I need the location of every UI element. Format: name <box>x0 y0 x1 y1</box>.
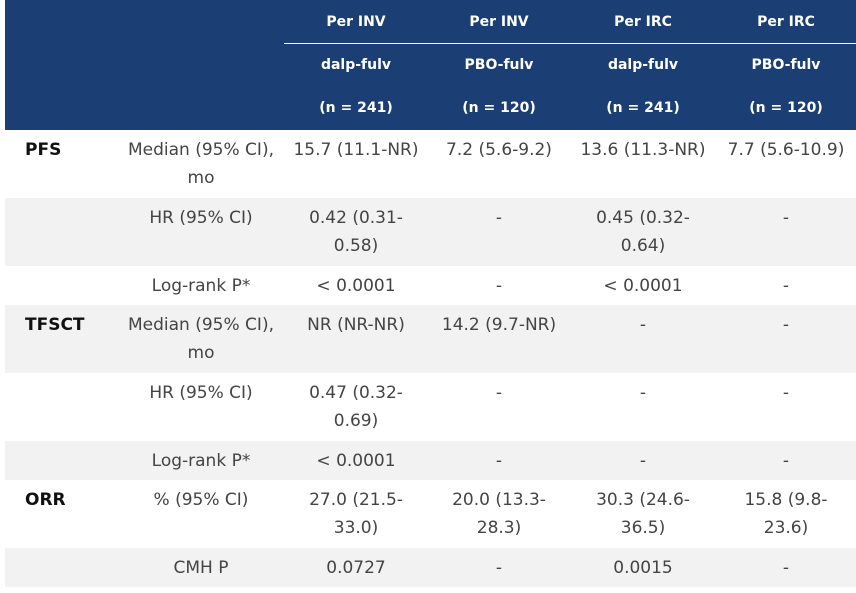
row-group-label: PFS <box>5 130 118 198</box>
table-cell: - <box>428 441 570 480</box>
table-cell: 15.8 (9.8-23.6) <box>716 480 856 548</box>
header-arm-irc-pbo: PBO-fulv <box>716 43 856 85</box>
table-cell: - <box>428 266 570 305</box>
table-row: ORR % (95% CI) 27.0 (21.5-33.0) 20.0 (13… <box>5 480 856 548</box>
table-cell: 0.42 (0.31-0.58) <box>284 198 428 266</box>
header-corner-cell <box>5 85 118 130</box>
header-source-inv-dalp: Per INV <box>284 0 428 44</box>
table-cell: 7.2 (5.6-9.2) <box>428 130 570 198</box>
table-cell: - <box>716 441 856 480</box>
header-n-irc-dalp: (n = 241) <box>570 85 716 130</box>
table-cell: 0.47 (0.32-0.69) <box>284 373 428 441</box>
table-cell: 0.45 (0.32-0.64) <box>570 198 716 266</box>
row-group-label <box>5 548 118 587</box>
table-row: PFS Median (95% CI), mo 15.7 (11.1-NR) 7… <box>5 130 856 198</box>
table-cell: < 0.0001 <box>284 441 428 480</box>
table-header: Per INV Per INV Per IRC Per IRC dalp-ful… <box>5 0 856 130</box>
table-cell: - <box>428 373 570 441</box>
row-metric-label: % (95% CI) <box>118 480 284 548</box>
table-row: Log-rank P* < 0.0001 - - - <box>5 441 856 480</box>
table-cell: - <box>716 373 856 441</box>
row-metric-label: HR (95% CI) <box>118 198 284 266</box>
table-row: Log-rank P* < 0.0001 - < 0.0001 - <box>5 266 856 305</box>
row-metric-label: Log-rank P* <box>118 441 284 480</box>
table-cell: - <box>716 266 856 305</box>
table-row: HR (95% CI) 0.47 (0.32-0.69) - - - <box>5 373 856 441</box>
header-arm-irc-dalp: dalp-fulv <box>570 43 716 85</box>
table-cell: - <box>570 441 716 480</box>
header-source-irc-pbo: Per IRC <box>716 0 856 44</box>
row-group-label: TFSCT <box>5 305 118 373</box>
table-cell: 14.2 (9.7-NR) <box>428 305 570 373</box>
header-n-inv-pbo: (n = 120) <box>428 85 570 130</box>
header-source-irc-dalp: Per IRC <box>570 0 716 44</box>
table-cell: - <box>716 305 856 373</box>
header-arm-inv-dalp: dalp-fulv <box>284 43 428 85</box>
header-source-inv-pbo: Per INV <box>428 0 570 44</box>
table-cell: 7.7 (5.6-10.9) <box>716 130 856 198</box>
header-n-inv-dalp: (n = 241) <box>284 85 428 130</box>
table-body: PFS Median (95% CI), mo 15.7 (11.1-NR) 7… <box>5 130 856 587</box>
table-cell: - <box>570 373 716 441</box>
row-metric-label: CMH P <box>118 548 284 587</box>
row-metric-label: HR (95% CI) <box>118 373 284 441</box>
header-corner-cell <box>5 0 118 44</box>
header-label-cell <box>118 0 284 44</box>
row-metric-label: Median (95% CI), mo <box>118 130 284 198</box>
table-cell: < 0.0001 <box>284 266 428 305</box>
header-label-cell <box>118 85 284 130</box>
header-n-irc-pbo: (n = 120) <box>716 85 856 130</box>
table-cell: 0.0727 <box>284 548 428 587</box>
header-row-n: (n = 241) (n = 120) (n = 241) (n = 120) <box>5 85 856 130</box>
row-metric-label: Log-rank P* <box>118 266 284 305</box>
header-arm-inv-pbo: PBO-fulv <box>428 43 570 85</box>
row-group-label <box>5 441 118 480</box>
table-cell: - <box>428 548 570 587</box>
row-metric-label: Median (95% CI), mo <box>118 305 284 373</box>
table-cell: - <box>570 305 716 373</box>
row-group-label <box>5 266 118 305</box>
row-group-label: ORR <box>5 480 118 548</box>
table-cell: 27.0 (21.5-33.0) <box>284 480 428 548</box>
header-row-arm: dalp-fulv PBO-fulv dalp-fulv PBO-fulv <box>5 43 856 85</box>
table-cell: < 0.0001 <box>570 266 716 305</box>
table-cell: 20.0 (13.3-28.3) <box>428 480 570 548</box>
table-cell: - <box>428 198 570 266</box>
table-cell: 15.7 (11.1-NR) <box>284 130 428 198</box>
table-row: TFSCT Median (95% CI), mo NR (NR-NR) 14.… <box>5 305 856 373</box>
header-row-source: Per INV Per INV Per IRC Per IRC <box>5 0 856 44</box>
table-row: HR (95% CI) 0.42 (0.31-0.58) - 0.45 (0.3… <box>5 198 856 266</box>
table-cell: 13.6 (11.3-NR) <box>570 130 716 198</box>
table-cell: 30.3 (24.6-36.5) <box>570 480 716 548</box>
row-group-label <box>5 198 118 266</box>
header-label-cell <box>118 43 284 85</box>
table-cell: 0.0015 <box>570 548 716 587</box>
table-cell: NR (NR-NR) <box>284 305 428 373</box>
efficacy-table: Per INV Per INV Per IRC Per IRC dalp-ful… <box>5 0 856 587</box>
row-group-label <box>5 373 118 441</box>
table-cell: - <box>716 198 856 266</box>
header-corner-cell <box>5 43 118 85</box>
table-cell: - <box>716 548 856 587</box>
table-row: CMH P 0.0727 - 0.0015 - <box>5 548 856 587</box>
